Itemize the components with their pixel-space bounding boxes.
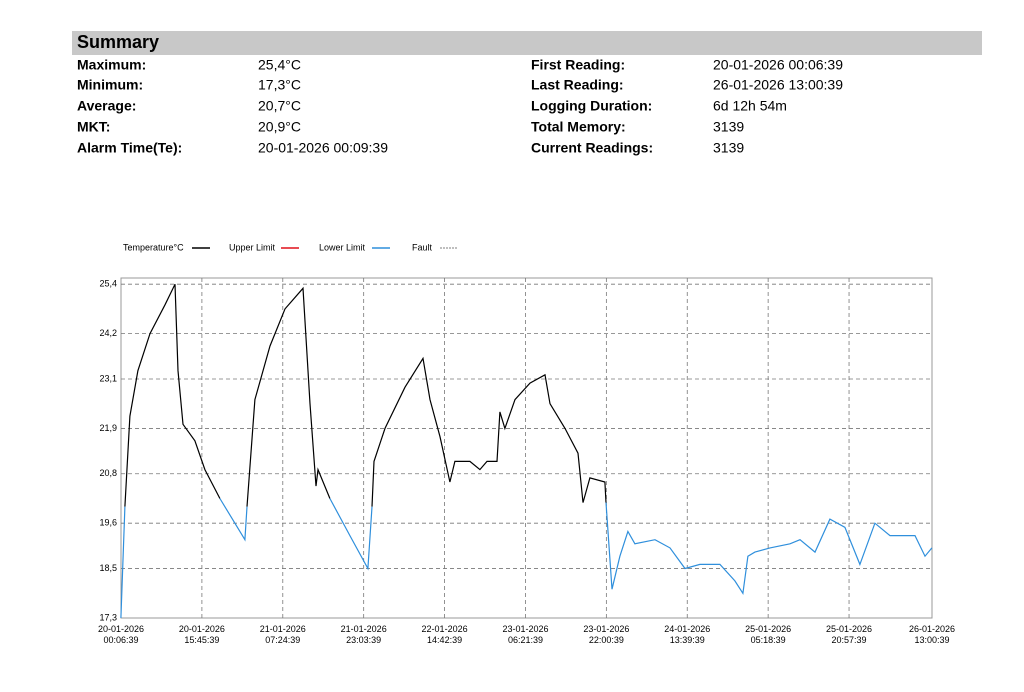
summary-label: Total Memory: bbox=[531, 119, 626, 135]
y-tick-label: 25,4 bbox=[99, 279, 117, 289]
summary-value: 20,9°C bbox=[258, 119, 301, 135]
legend-label: Upper Limit bbox=[229, 242, 276, 252]
summary-title: Summary bbox=[77, 32, 159, 52]
y-tick-label: 23,1 bbox=[99, 373, 117, 383]
x-tick-label: 21-01-2026 23:03:39 bbox=[341, 624, 387, 645]
summary-value: 3139 bbox=[713, 140, 744, 156]
summary-value: 3139 bbox=[713, 119, 744, 135]
y-tick-label: 21,9 bbox=[99, 423, 117, 433]
summary-value: 20-01-2026 00:06:39 bbox=[713, 57, 843, 73]
summary-value: 20,7°C bbox=[258, 98, 301, 114]
legend-label: Temperature°C bbox=[123, 242, 184, 252]
summary-label: Alarm Time(Te): bbox=[77, 140, 182, 156]
x-tick-label: 23-01-2026 22:00:39 bbox=[583, 624, 629, 645]
summary-value: 17,3°C bbox=[258, 77, 301, 93]
data-line bbox=[124, 283, 607, 507]
summary-label: Last Reading: bbox=[531, 77, 624, 93]
summary-value: 25,4°C bbox=[258, 57, 301, 73]
x-tick-label: 25-01-2026 20:57:39 bbox=[826, 624, 872, 645]
y-tick-label: 19,6 bbox=[99, 518, 117, 528]
plot-frame bbox=[120, 277, 933, 619]
summary-label: First Reading: bbox=[531, 57, 625, 73]
y-tick-label: 17,3 bbox=[99, 612, 117, 622]
data-line bbox=[120, 498, 933, 619]
x-tick-label: 25-01-2026 05:18:39 bbox=[745, 624, 791, 645]
legend-label: Lower Limit bbox=[319, 242, 366, 252]
summary-label: Average: bbox=[77, 98, 136, 114]
summary-label: Current Readings: bbox=[531, 140, 653, 156]
summary-value: 26-01-2026 13:00:39 bbox=[713, 77, 843, 93]
x-tick-label: 21-01-2026 07:24:39 bbox=[260, 624, 306, 645]
summary-label: Maximum: bbox=[77, 57, 146, 73]
y-tick-label: 24,2 bbox=[99, 328, 117, 338]
summary-label: Logging Duration: bbox=[531, 98, 652, 114]
y-tick-label: 18,5 bbox=[99, 563, 117, 573]
y-tick-label: 20,8 bbox=[99, 468, 117, 478]
summary-label: MKT: bbox=[77, 119, 110, 135]
x-tick-label: 24-01-2026 13:39:39 bbox=[664, 624, 710, 645]
summary-bar bbox=[72, 31, 982, 55]
x-tick-label: 23-01-2026 06:21:39 bbox=[502, 624, 548, 645]
x-tick-label: 20-01-2026 00:06:39 bbox=[98, 624, 144, 645]
x-tick-label: 22-01-2026 14:42:39 bbox=[422, 624, 468, 645]
x-tick-label: 26-01-2026 13:00:39 bbox=[909, 624, 955, 645]
legend-label: Fault bbox=[412, 242, 433, 252]
summary-value: 6d 12h 54m bbox=[713, 98, 787, 114]
summary-value: 20-01-2026 00:09:39 bbox=[258, 140, 388, 156]
summary-label: Minimum: bbox=[77, 77, 143, 93]
x-tick-label: 20-01-2026 15:45:39 bbox=[179, 624, 225, 645]
